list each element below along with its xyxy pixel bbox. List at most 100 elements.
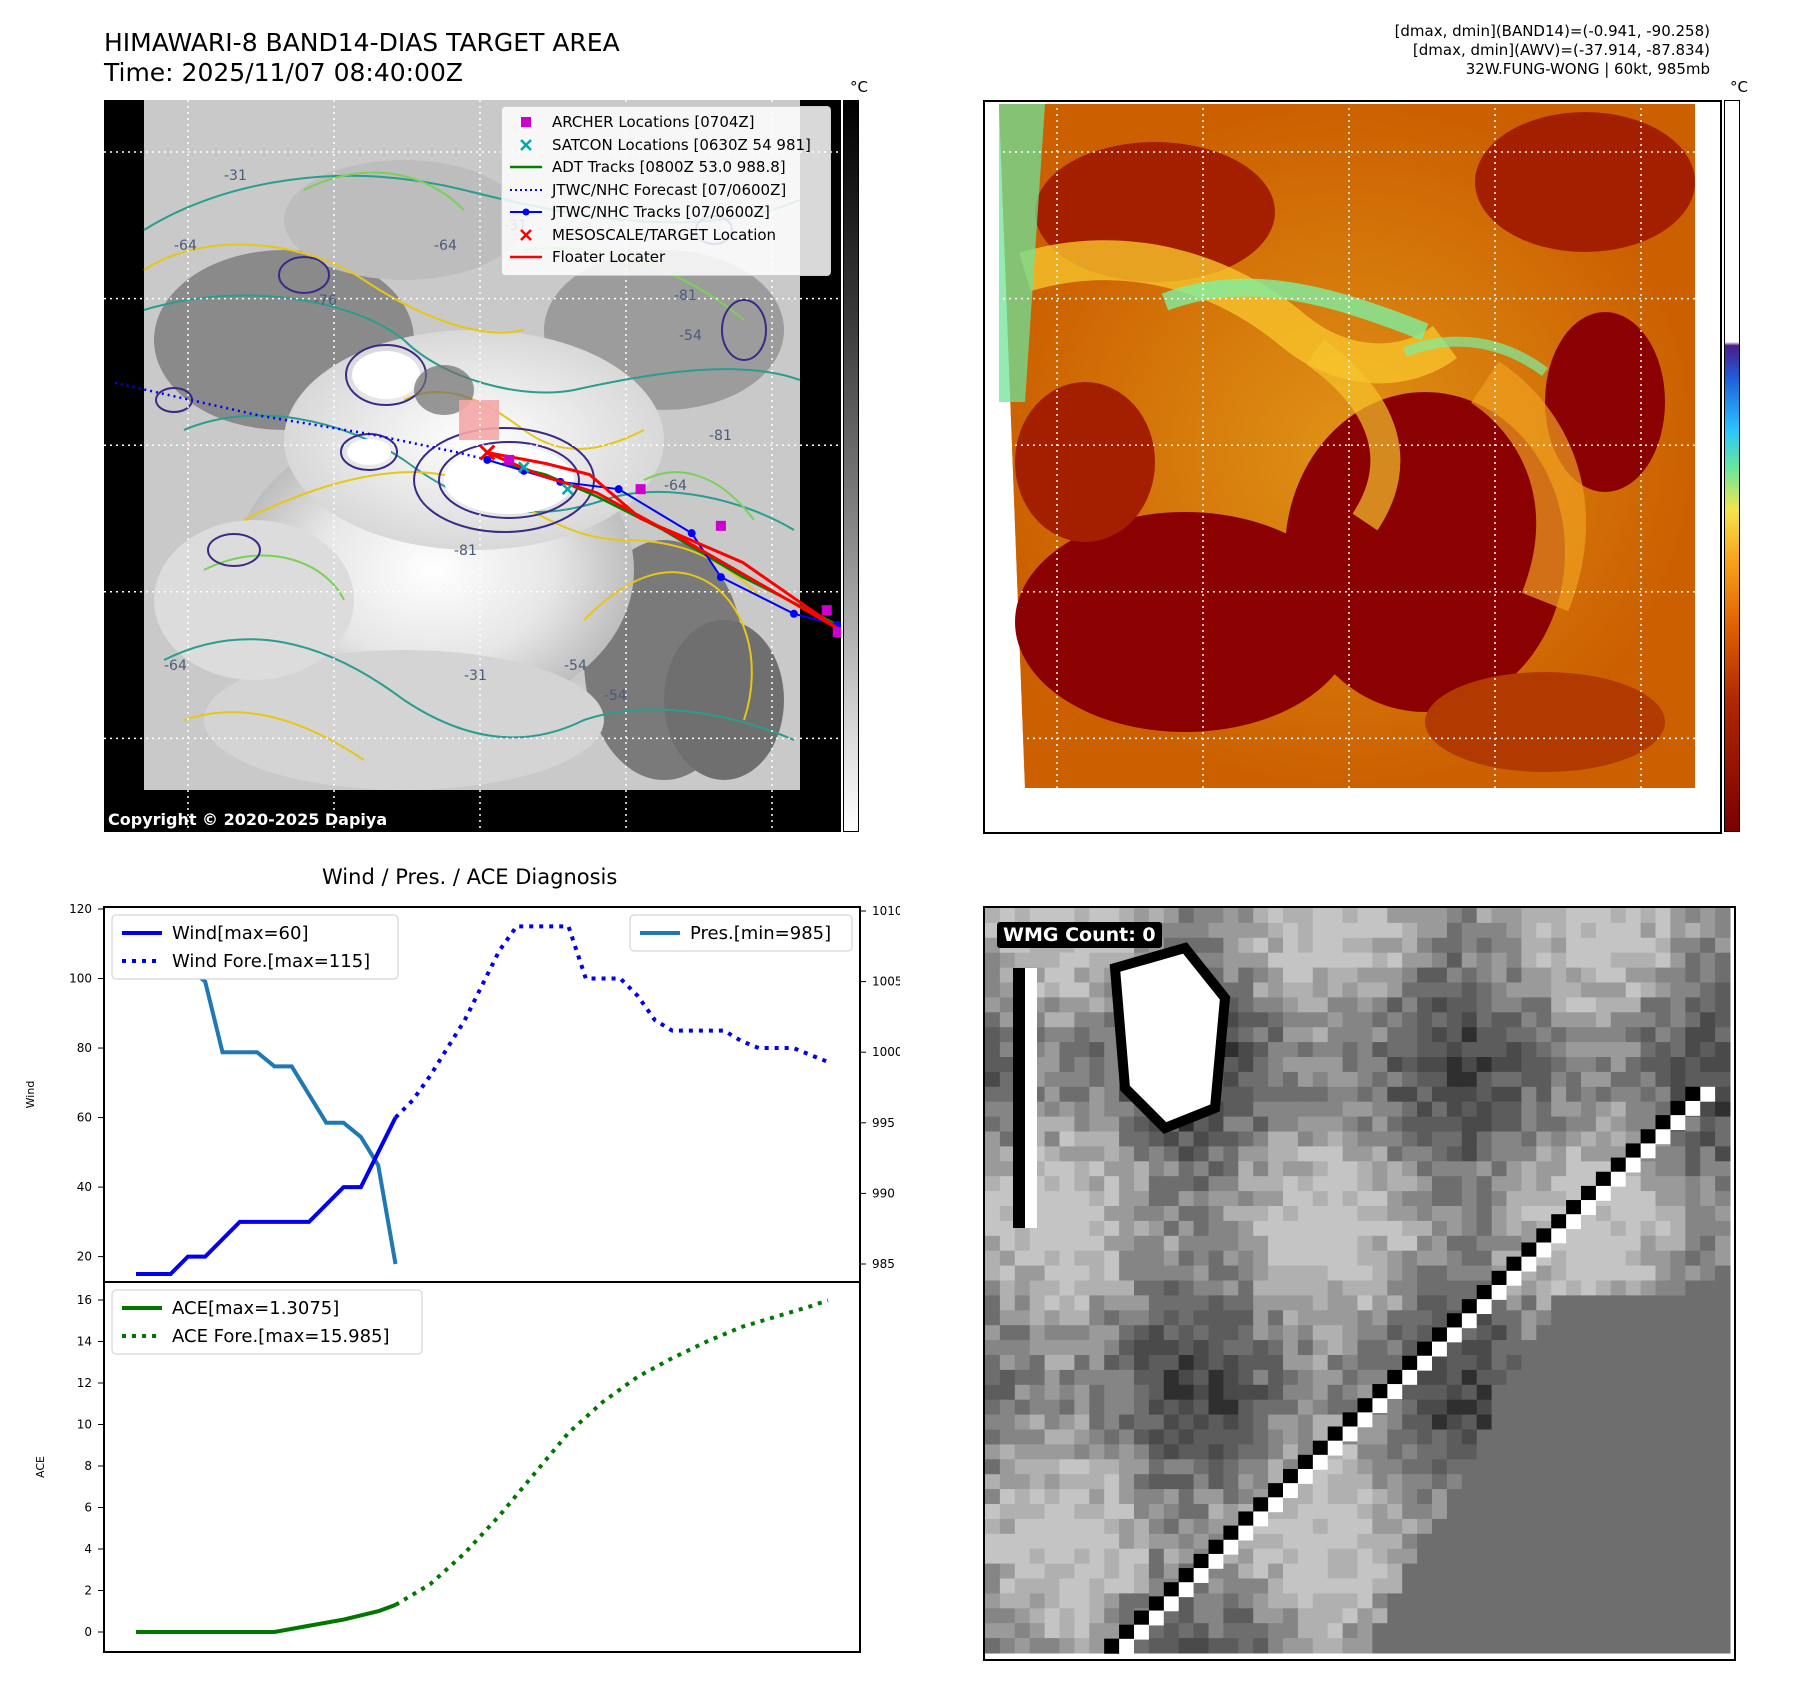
wmg-cell (999, 1265, 1016, 1281)
wmg-cell (1044, 1042, 1060, 1058)
wmg-cell (1357, 1057, 1373, 1073)
wmg-cell (1312, 922, 1329, 939)
wmg-cell (985, 1295, 1001, 1311)
wmg-cell (1134, 1399, 1150, 1416)
wmg-cell (1461, 1593, 1478, 1609)
wmg-cell (1536, 1012, 1552, 1028)
wmg-cell (1417, 1518, 1433, 1535)
wmg-cell (1446, 1504, 1463, 1520)
wmg-cell (1148, 1295, 1165, 1311)
wmg-cell (1685, 1638, 1701, 1654)
wmg-cell (1342, 1235, 1358, 1252)
wmg-edge-black (1566, 1200, 1581, 1215)
wmg-cell (1506, 937, 1522, 954)
wmg-cell (1372, 1086, 1388, 1103)
wmg-cell (1625, 1399, 1642, 1416)
wmg-cell (1536, 997, 1552, 1013)
wmg-cell (1312, 1578, 1329, 1594)
wmg-cell (985, 1340, 1001, 1356)
wmg-cell (1044, 1518, 1060, 1535)
wmg-cell (1700, 1518, 1716, 1535)
wmg-cell (1551, 1071, 1567, 1088)
wmg-cell (1148, 1206, 1165, 1222)
wmg-cell (1417, 1235, 1433, 1252)
wmg-cell (1536, 982, 1552, 998)
wmg-cell (1134, 1250, 1150, 1267)
wmg-cell (1268, 1101, 1284, 1118)
wmg-cell (1178, 1250, 1195, 1267)
wmg-cell (1253, 1131, 1269, 1147)
wmg-cell (1655, 952, 1671, 969)
wmg-cell (1387, 1027, 1403, 1043)
wmg-cell (1357, 1340, 1373, 1356)
wmg-cell (1595, 1206, 1612, 1222)
wmg-cell (1312, 1295, 1329, 1311)
wmg-cell (1283, 1340, 1299, 1356)
wmg-cell (1461, 1608, 1478, 1624)
wmg-cell (1372, 1504, 1388, 1520)
wmg-cell (1491, 1325, 1507, 1341)
wmg-cell (1342, 1384, 1358, 1401)
wmg-cell (1625, 997, 1642, 1013)
wmg-cell (1372, 1131, 1388, 1147)
wmg-cell (1476, 952, 1493, 969)
wmg-cell (1297, 1340, 1314, 1356)
wind-tick-label: 60 (77, 1111, 92, 1125)
legend-item: SATCON Locations [0630Z 54 981] (508, 134, 824, 157)
wmg-cell (1283, 1310, 1299, 1326)
wmg-cell (1670, 1608, 1686, 1624)
wmg-cell (1312, 1280, 1329, 1296)
wmg-cell (1670, 1325, 1686, 1341)
wmg-cell (1044, 1384, 1060, 1401)
wmg-cell (1327, 1563, 1344, 1579)
wmg-cell (1685, 1042, 1701, 1058)
wmg-cell (1223, 1146, 1239, 1162)
wmg-cell (1715, 1608, 1731, 1624)
wmg-cell (1506, 1429, 1522, 1445)
wmg-cell (1074, 908, 1090, 924)
wmg-cell (1074, 1399, 1090, 1416)
wmg-cell (1566, 1176, 1582, 1192)
wmg-cell (1193, 1414, 1209, 1430)
wmg-cell (999, 1623, 1016, 1639)
wmg-cell (1044, 1071, 1060, 1088)
wmg-cell (1491, 1593, 1507, 1609)
wmg-cell (1551, 1459, 1567, 1475)
wmg-cell (1059, 1623, 1075, 1639)
wmg-cell (1342, 1191, 1358, 1207)
wmg-cell (1193, 1459, 1209, 1475)
wmg-cell (1297, 997, 1314, 1013)
wmg-cell (1119, 1310, 1135, 1326)
wmg-cell (1059, 1325, 1075, 1341)
wmg-cell (1119, 1280, 1135, 1296)
wmg-cell (1134, 1206, 1150, 1222)
wmg-cell (1506, 1548, 1522, 1565)
wmg-edge-black (1372, 1384, 1388, 1399)
wmg-cell (1521, 1638, 1537, 1654)
jtwc-track-point (687, 529, 696, 538)
wmg-cell (1312, 1608, 1329, 1624)
wmg-cell (985, 1250, 1001, 1267)
wmg-cell (1029, 1280, 1046, 1296)
wmg-cell (1536, 1042, 1552, 1058)
wmg-cell (1566, 1310, 1582, 1326)
wmg-cell (1148, 1369, 1165, 1386)
wmg-cell (1223, 1504, 1239, 1520)
wmg-cell (1432, 1563, 1448, 1579)
wmg-cell (1014, 1608, 1031, 1624)
wmg-cell (1581, 997, 1597, 1013)
wmg-cell (1461, 1280, 1478, 1296)
wmg-cell (1208, 1280, 1224, 1296)
wmg-cell (1193, 1280, 1209, 1296)
wmg-edge-white (1163, 1596, 1179, 1612)
wmg-cell (1178, 1369, 1195, 1386)
wmg-cell (1223, 1176, 1239, 1192)
wmg-cell (1402, 1310, 1418, 1326)
wmg-cell (1387, 1161, 1403, 1177)
wmg-cell (1178, 1623, 1195, 1639)
wmg-cell (1238, 1399, 1254, 1416)
wmg-cell (1238, 952, 1254, 969)
wmg-cell (1357, 1638, 1373, 1654)
wmg-cell (1655, 1071, 1671, 1088)
legend-label: Wind[max=60] (172, 923, 309, 944)
